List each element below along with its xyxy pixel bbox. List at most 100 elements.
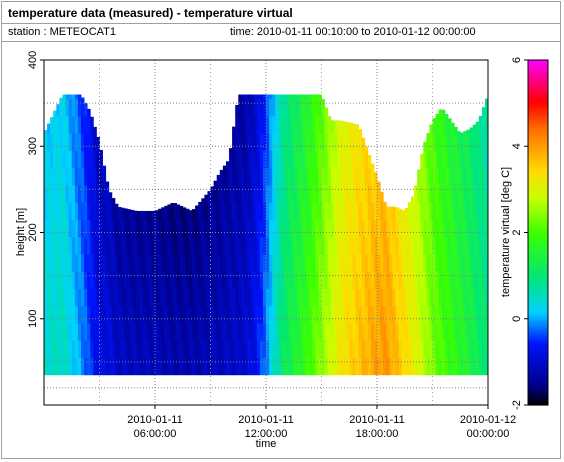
colorbar-segment	[528, 309, 548, 313]
heatmap-cell	[84, 340, 88, 358]
heatmap-cell	[383, 357, 387, 376]
heatmap-cell	[327, 254, 332, 272]
heatmap-cell	[343, 202, 347, 220]
heatmap-cell	[198, 340, 202, 358]
heatmap-cell	[346, 288, 350, 307]
heatmap-cell	[272, 236, 276, 255]
heatmap-cell	[182, 271, 187, 289]
colorbar-segment	[528, 293, 548, 297]
heatmap-cell	[241, 357, 245, 376]
heatmap-cell	[281, 357, 285, 376]
colorbar-segment	[528, 193, 548, 197]
heatmap-cell	[96, 323, 100, 341]
heatmap-cell	[133, 219, 137, 238]
heatmap-cell	[176, 305, 181, 324]
heatmap-cell	[161, 254, 165, 272]
heatmap-cell	[469, 167, 474, 186]
heatmap-cell	[232, 254, 236, 272]
heatmap-cell	[312, 133, 316, 151]
heatmap-cell	[457, 202, 461, 220]
heatmap-cell	[293, 167, 298, 186]
heatmap-cell	[74, 167, 79, 186]
heatmap-cell	[108, 323, 113, 341]
heatmap-cell	[324, 288, 329, 307]
heatmap-cell	[59, 133, 63, 151]
heatmap-cell	[444, 202, 449, 220]
heatmap-cell	[438, 254, 443, 272]
heatmap-cell	[299, 254, 304, 272]
heatmap-cell	[238, 167, 242, 186]
heatmap-cell	[423, 202, 427, 220]
heatmap-cell	[336, 357, 341, 376]
heatmap-cell	[309, 167, 313, 186]
heatmap-cell	[229, 148, 233, 151]
heatmap-cell	[327, 116, 332, 134]
heatmap-cell	[441, 288, 446, 307]
heatmap-cell	[244, 254, 248, 272]
heatmap-cell	[420, 271, 424, 289]
heatmap-cell	[281, 133, 285, 151]
heatmap-cell	[293, 271, 298, 289]
heatmap-cell	[309, 150, 313, 169]
colorbar-segment	[528, 70, 548, 73]
heatmap-cell	[229, 185, 233, 203]
heatmap-cell	[336, 340, 341, 358]
heatmap-cell	[216, 271, 221, 289]
heatmap-cell	[349, 236, 353, 255]
heatmap-cell	[327, 185, 332, 203]
heatmap-cell	[269, 202, 273, 220]
heatmap-cell	[241, 116, 245, 134]
heatmap-cell	[213, 180, 218, 186]
y-axis-label: height [m]	[15, 208, 27, 256]
heatmap-cell	[225, 323, 230, 341]
heatmap-cell	[343, 288, 347, 307]
heatmap-cell	[161, 357, 165, 376]
heatmap-cell	[451, 323, 455, 341]
heatmap-cell	[161, 288, 165, 307]
colorbar-segment	[528, 189, 548, 193]
heatmap-cell	[198, 254, 202, 272]
heatmap-cell	[481, 202, 486, 220]
heatmap-cell	[71, 357, 76, 376]
heatmap-cell	[275, 133, 279, 151]
heatmap-cell	[241, 305, 245, 324]
colorbar-segment	[528, 157, 548, 161]
heatmap-cell	[293, 340, 298, 358]
colorbar-segment	[528, 327, 548, 331]
heatmap-cell	[93, 305, 97, 324]
heatmap-cell	[198, 201, 202, 203]
heatmap-cell	[179, 219, 184, 238]
x-tick-label: 00:00:00	[467, 428, 510, 440]
heatmap-cell	[102, 288, 107, 307]
heatmap-cell	[472, 357, 477, 376]
heatmap-cell	[420, 254, 424, 272]
heatmap-cell	[377, 340, 381, 358]
heatmap-cell	[74, 357, 79, 376]
heatmap-cell	[229, 271, 233, 289]
heatmap-cell	[232, 133, 236, 151]
heatmap-cell	[235, 323, 239, 341]
heatmap-cell	[99, 254, 103, 272]
heatmap-cell	[266, 185, 270, 203]
heatmap-cell	[414, 340, 418, 358]
heatmap-cell	[333, 236, 338, 255]
heatmap-cell	[238, 305, 242, 324]
heatmap-cell	[210, 340, 215, 358]
heatmap-cell	[118, 236, 122, 255]
heatmap-cell	[485, 305, 488, 324]
heatmap-cell	[222, 323, 227, 341]
heatmap-cell	[155, 305, 159, 324]
heatmap-cell	[105, 288, 110, 307]
heatmap-cell	[330, 323, 335, 341]
heatmap-cell	[386, 236, 390, 255]
heatmap-cell	[130, 357, 134, 376]
heatmap-cell	[370, 167, 375, 186]
heatmap-cell	[238, 357, 242, 376]
heatmap-cell	[44, 202, 48, 220]
heatmap-cell	[65, 288, 70, 307]
heatmap-cell	[65, 323, 70, 341]
heatmap-cell	[53, 110, 57, 117]
heatmap-cell	[216, 305, 221, 324]
heatmap-cell	[99, 323, 103, 341]
